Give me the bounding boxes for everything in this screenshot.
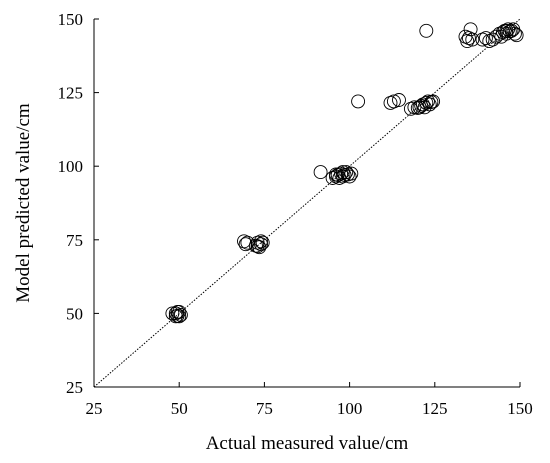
data-point [254,234,268,249]
data-point [170,308,185,323]
plot-area [93,18,524,388]
data-point [478,31,493,46]
x-tick-label: 25 [86,399,103,418]
data-point [419,23,434,38]
data-point [240,235,255,250]
data-point [383,95,398,110]
x-tick-label: 50 [171,399,188,418]
data-point [412,100,427,115]
data-point [422,97,437,112]
data-point [254,237,268,252]
y-tick-label: 100 [58,157,84,176]
data-point [426,94,441,109]
x-ticks: 25 50 75 100 125 150 [86,382,533,418]
data-point [465,32,480,47]
reference-line [93,18,521,388]
data-point [351,94,366,109]
x-tick-label: 75 [256,399,273,418]
data-point [507,26,522,41]
y-tick-label: 125 [58,84,84,103]
y-axis-title: Model predicted value/cm [13,103,34,303]
x-tick-label: 125 [422,399,448,418]
data-point [313,165,328,180]
data-point [475,32,490,47]
data-point [386,94,401,109]
data-point [238,237,253,252]
x-tick-label: 150 [507,399,533,418]
x-axis-title: Actual measured value/cm [206,433,409,454]
data-point [499,23,514,38]
y-tick-label: 150 [58,10,84,29]
y-tick-label: 75 [66,231,83,250]
data-point [344,166,359,181]
data-point [252,240,267,255]
data-point [419,95,434,110]
data-point [463,22,478,37]
data-point [255,235,270,250]
data-point [168,306,183,321]
data-point [339,165,354,180]
data-point [250,239,265,254]
data-point [482,34,497,49]
data-point [329,167,343,182]
data-point [461,31,476,46]
data-point [335,165,350,180]
data-point [504,23,519,38]
y-tick-label: 50 [66,304,83,323]
x-tick-label: 100 [337,399,363,418]
data-point [509,28,524,43]
data-point [392,93,406,107]
data-point [342,169,357,184]
y-ticks: 25 50 75 100 125 150 [58,10,99,397]
y-tick-label: 25 [66,378,83,397]
